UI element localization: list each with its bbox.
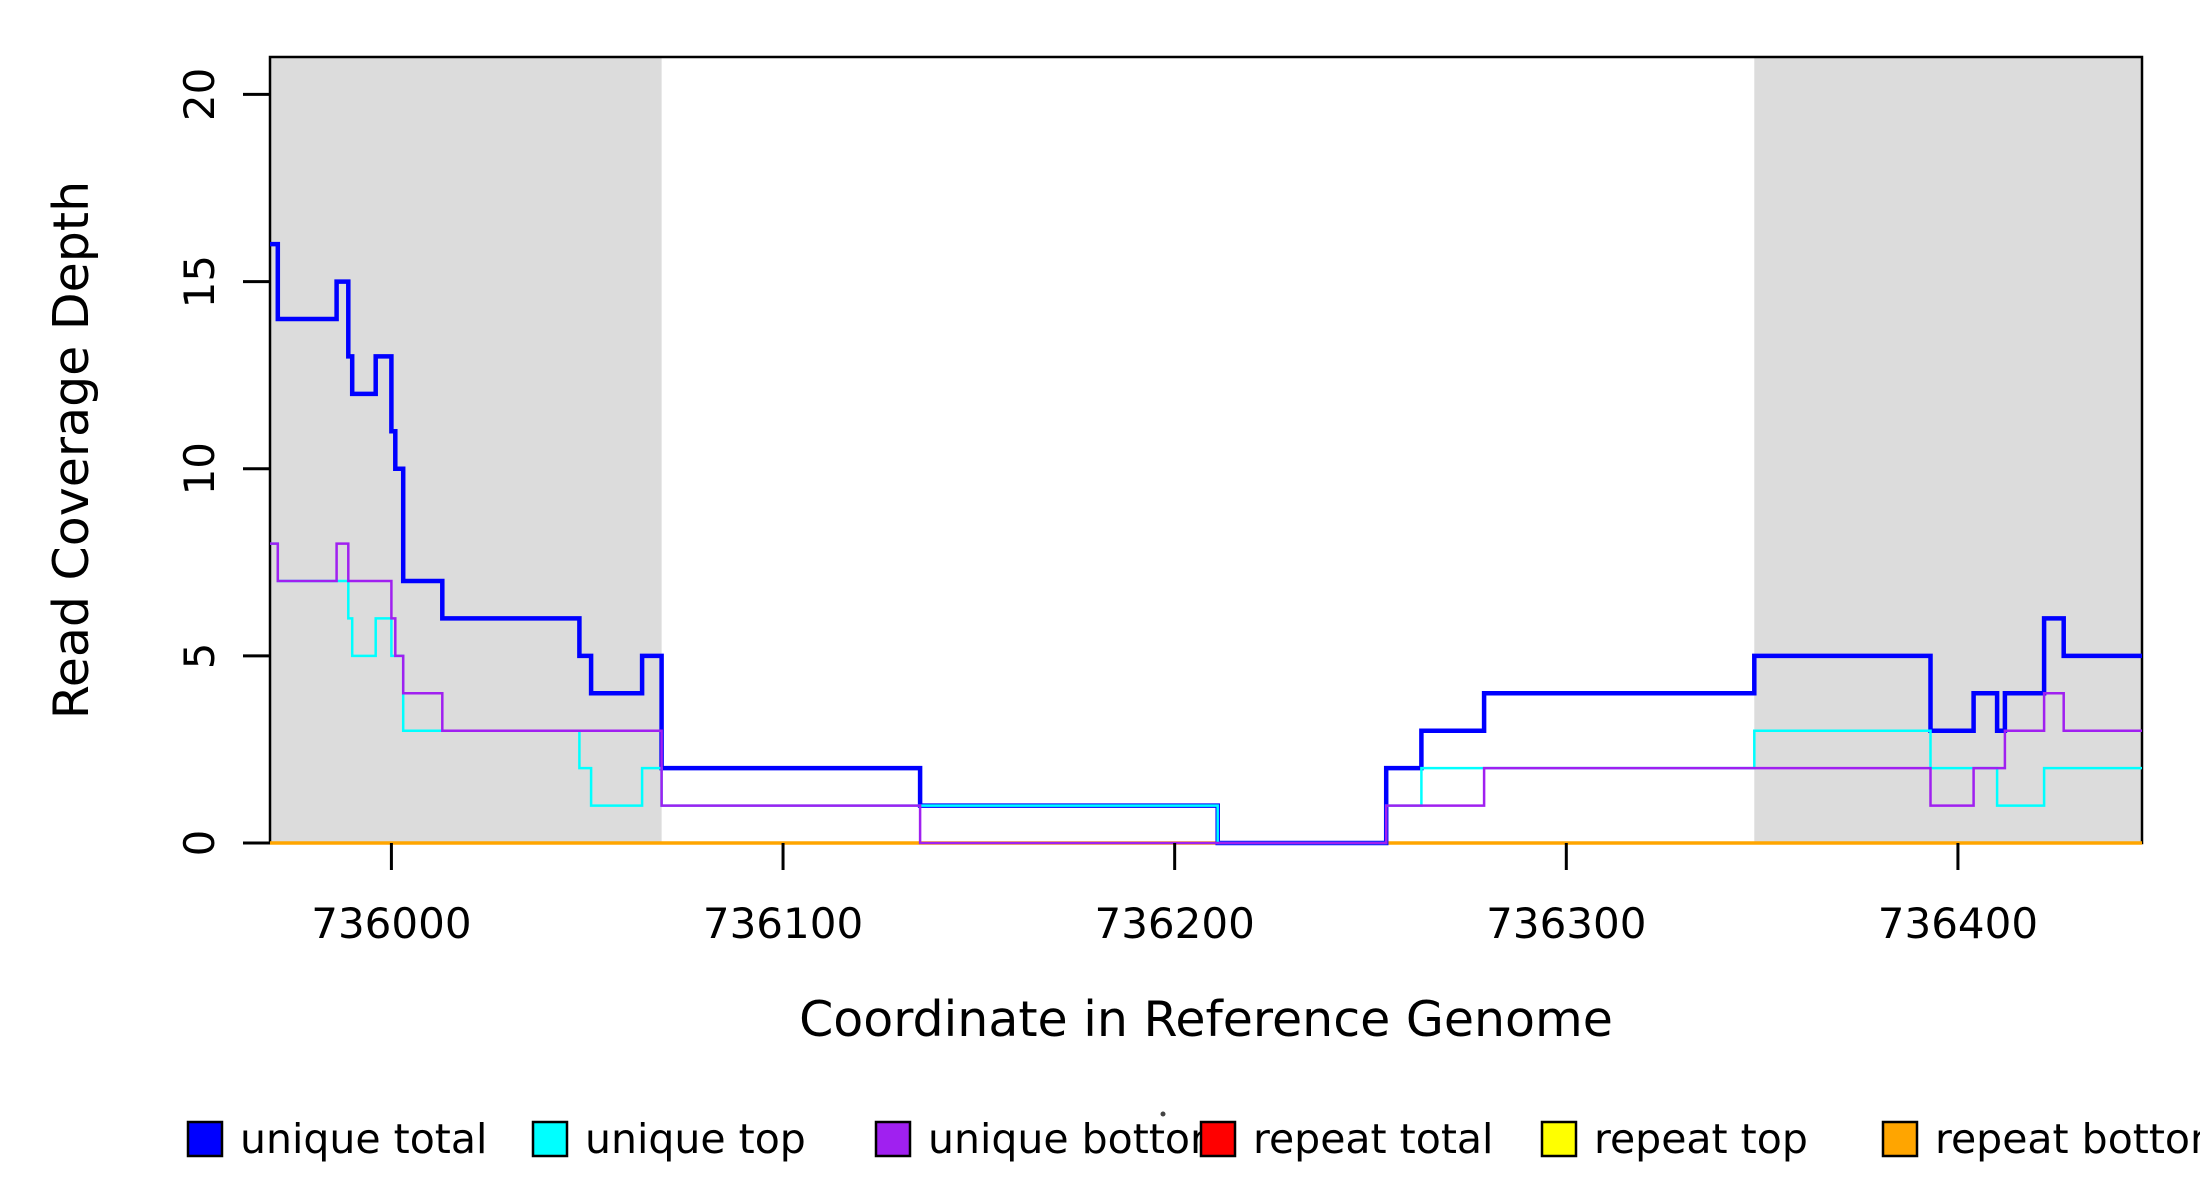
legend-item: unique top xyxy=(531,1115,806,1163)
legend-label: repeat bottom xyxy=(1935,1115,2200,1163)
y-tick-label: 5 xyxy=(175,643,224,670)
series-line-unique-bottom xyxy=(270,542,2142,845)
legend-label: unique top xyxy=(585,1115,806,1163)
y-tick-label: 10 xyxy=(175,442,224,495)
right-gray-region xyxy=(1754,57,2142,843)
x-tick-label: 736100 xyxy=(703,899,863,948)
x-tick-label: 736400 xyxy=(1878,899,2038,948)
x-axis-title: Coordinate in Reference Genome xyxy=(799,991,1613,1048)
series-line-unique-top xyxy=(270,542,2142,845)
shaded-regions xyxy=(270,57,2142,843)
legend-swatch xyxy=(531,1120,569,1158)
y-tick-label: 0 xyxy=(175,830,224,857)
legend-item: repeat top xyxy=(1540,1115,1808,1163)
y-tick-label: 15 xyxy=(175,255,224,308)
legend-swatch xyxy=(1540,1120,1578,1158)
legend-item: repeat total xyxy=(1199,1115,1493,1163)
legend-label: unique total xyxy=(240,1115,487,1163)
legend-item: repeat bottom xyxy=(1881,1115,2200,1163)
legend: unique total unique top unique bottom repea… xyxy=(186,1115,2200,1163)
stray-mark xyxy=(1160,1111,1166,1117)
legend-item: unique total xyxy=(186,1115,487,1163)
x-tick-label: 736000 xyxy=(311,899,471,948)
legend-swatch xyxy=(1199,1120,1237,1158)
y-axis-title: Read Coverage Depth xyxy=(43,181,100,719)
series-lines xyxy=(270,241,2142,846)
axis-ticks-and-labels: 736000 736100 736200 736300 736400 0 5 10 15 20 xyxy=(175,68,2038,948)
legend-swatch xyxy=(874,1120,912,1158)
legend-item: unique bottom xyxy=(874,1115,1230,1163)
left-gray-region xyxy=(270,57,662,843)
legend-swatch xyxy=(186,1120,224,1158)
y-tick-label: 20 xyxy=(175,68,224,121)
legend-swatch xyxy=(1881,1120,1919,1158)
legend-label: unique bottom xyxy=(928,1115,1230,1163)
legend-label: repeat top xyxy=(1594,1115,1808,1163)
legend-label: repeat total xyxy=(1253,1115,1493,1163)
x-tick-label: 736300 xyxy=(1486,899,1646,948)
x-tick-label: 736200 xyxy=(1094,899,1254,948)
series-line-unique-total xyxy=(270,241,2142,846)
